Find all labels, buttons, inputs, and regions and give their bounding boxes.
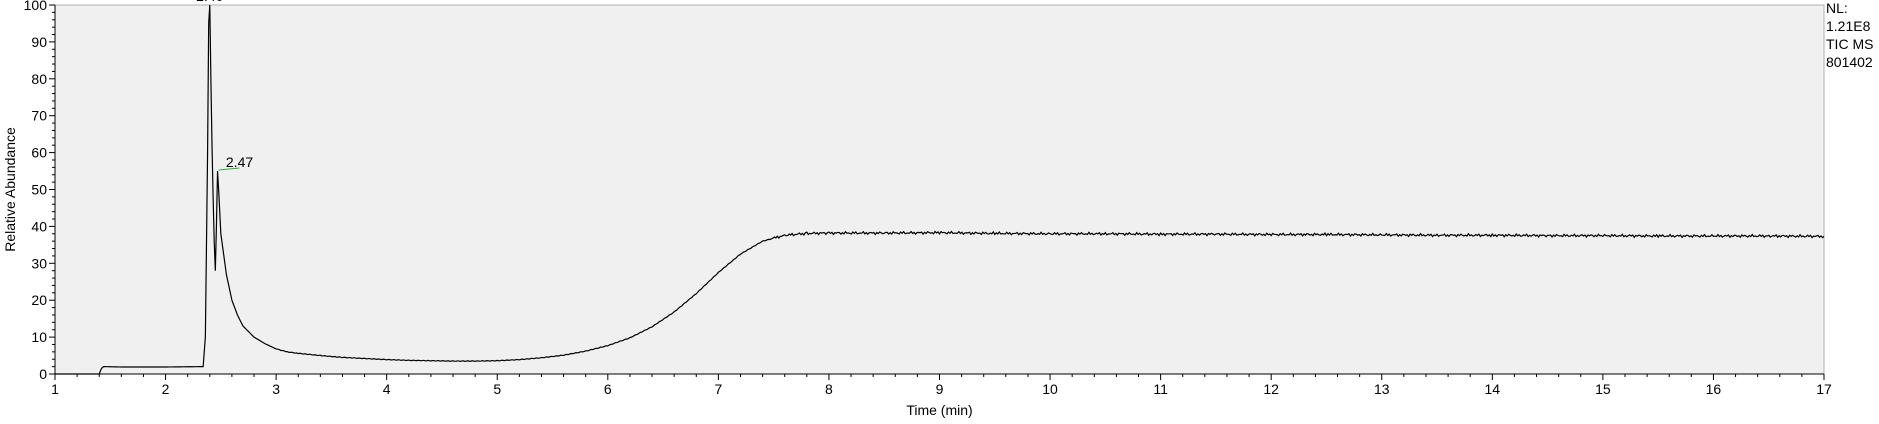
x-tick-label: 8: [825, 381, 833, 397]
peak-label-leader: [218, 167, 240, 171]
y-tick-label: 40: [31, 218, 47, 234]
x-tick-label: 5: [493, 381, 501, 397]
info-line: TIC MS: [1826, 36, 1873, 52]
x-tick-label: 15: [1595, 381, 1611, 397]
x-tick-label: 17: [1816, 381, 1832, 397]
peak-label: 2.40: [196, 0, 223, 4]
x-axis-title: Time (min): [906, 402, 972, 418]
axes: 1 2 3 4 5 6 7 8 9 10 11 12 13 14 15 16 17010203040506070…: [24, 0, 1832, 397]
y-tick-label: 90: [31, 34, 47, 50]
y-tick-label: 10: [31, 329, 47, 345]
x-tick-label: 3: [272, 381, 280, 397]
y-axis-title: Relative Abundance: [2, 127, 18, 252]
peak-label: 2.47: [226, 154, 253, 170]
x-tick-label: 14: [1485, 381, 1501, 397]
x-tick-label: 11: [1153, 381, 1168, 397]
x-tick-label: 13: [1374, 381, 1390, 397]
y-tick-label: 0: [39, 366, 47, 382]
x-tick-label: 16: [1706, 381, 1722, 397]
y-tick-label: 60: [31, 145, 47, 161]
series-layer: [55, 4, 1825, 375]
x-tick-label: 1: [51, 381, 59, 397]
y-tick-label: 80: [31, 71, 47, 87]
info-block: NL: 1.21E8 TIC MS 801402: [1826, 0, 1873, 70]
plot-area: [54, 4, 1825, 375]
labels-layer: 2.40 2.47: [196, 0, 253, 171]
y-tick-label: 70: [31, 108, 47, 124]
x-tick-label: 10: [1042, 381, 1058, 397]
x-tick-label: 2: [162, 381, 170, 397]
y-tick-label: 50: [31, 182, 47, 198]
x-tick-label: 7: [714, 381, 722, 397]
x-tick-label: 4: [383, 381, 391, 397]
y-tick-label: 30: [31, 255, 47, 271]
series-line: [55, 4, 1825, 375]
y-tick-label: 100: [24, 0, 48, 13]
x-tick-label: 9: [936, 381, 944, 397]
y-tick-label: 20: [31, 292, 47, 308]
info-line: 801402: [1826, 54, 1873, 70]
info-line: NL:: [1826, 0, 1848, 16]
x-tick-label: 12: [1263, 381, 1279, 397]
x-tick-label: 6: [604, 381, 612, 397]
info-line: 1.21E8: [1826, 18, 1871, 34]
